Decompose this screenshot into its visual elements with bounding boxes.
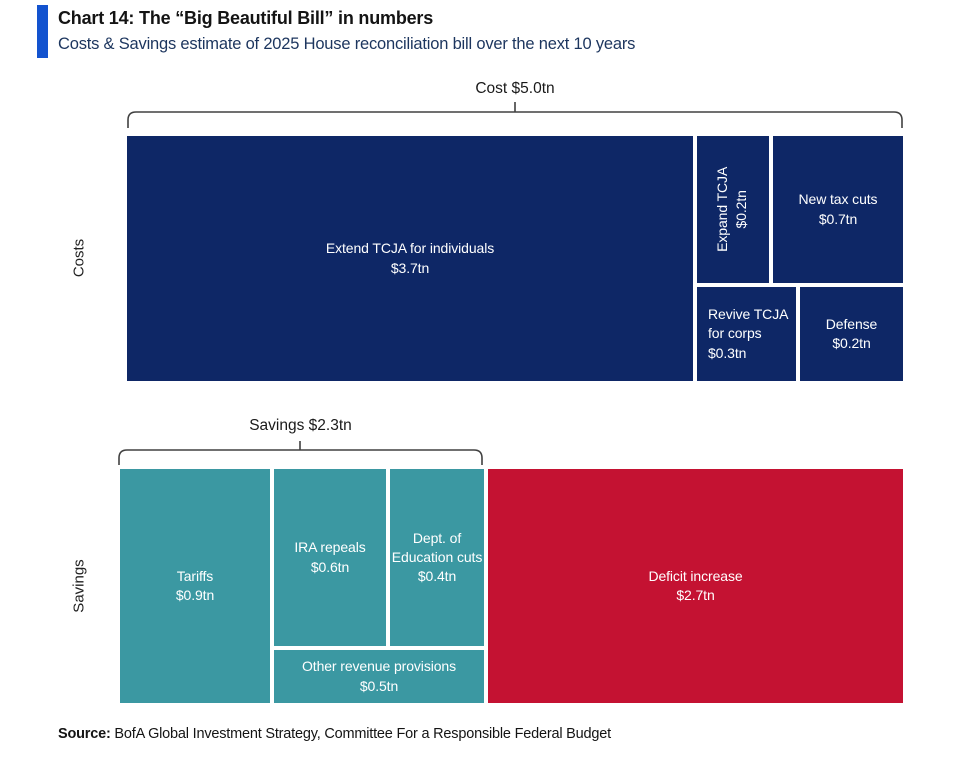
block-label: Revive TCJA for corps [708,306,788,342]
block-label: Dept. of Education cuts [391,529,483,565]
block-label: Extend TCJA for individuals [325,240,495,257]
block-value: $0.4tn [417,568,457,585]
block-label: IRA repeals [294,539,366,556]
source-prefix: Source: [58,726,111,742]
savings-bracket [118,441,483,465]
block-label: Deficit increase [648,567,743,584]
block-value: $2.7tn [676,587,715,603]
source-line: Source: BofA Global Investment Strategy,… [58,726,611,742]
block-ira-repeals: IRA repeals $0.6tn [274,469,386,646]
block-dept-education-cuts: Dept. of Education cuts $0.4tn [390,469,484,646]
block-value: $0.2tn [832,335,871,351]
block-label: New tax cuts [798,191,878,208]
cost-total-label: Cost $5.0tn [475,80,555,97]
axis-label-savings: Savings [70,559,88,613]
block-tariffs: Tariffs $0.9tn [120,469,270,703]
block-defense: Defense $0.2tn [800,287,903,381]
block-value: $0.9tn [175,587,215,603]
chart-subtitle: Costs & Savings estimate of 2025 House r… [58,35,636,53]
block-extend-tcja-individuals: Extend TCJA for individuals $3.7tn [127,136,693,381]
cost-bracket [127,102,903,128]
block-expand-tcja: Expand TCJA $0.2tn [697,136,769,283]
block-value: $0.6tn [310,558,350,575]
block-value: $0.5tn [359,677,399,694]
block-value: $0.3tn [708,344,747,361]
block-label: Expand TCJA [714,166,731,253]
axis-label-costs: Costs [70,238,88,278]
block-other-revenue-provisions: Other revenue provisions $0.5tn [274,650,484,703]
block-label: Tariffs [176,567,214,584]
chart-title: Chart 14: The “Big Beautiful Bill” in nu… [58,8,434,28]
block-value: $0.7tn [818,210,858,227]
source-text: BofA Global Investment Strategy, Committ… [110,726,611,742]
block-revive-tcja-corps: Revive TCJA for corps $0.3tn [697,287,796,381]
block-deficit-increase: Deficit increase $2.7tn [488,469,903,703]
block-label: Defense [825,315,878,332]
savings-total-label: Savings $2.3tn [249,417,352,434]
block-value: $3.7tn [390,259,430,276]
block-new-tax-cuts: New tax cuts $0.7tn [773,136,903,283]
title-accent-bar [37,5,48,58]
block-label: Other revenue provisions [301,658,456,675]
rotated-text: Expand TCJA $0.2tn [714,167,753,252]
block-value: $0.2tn [734,190,750,229]
